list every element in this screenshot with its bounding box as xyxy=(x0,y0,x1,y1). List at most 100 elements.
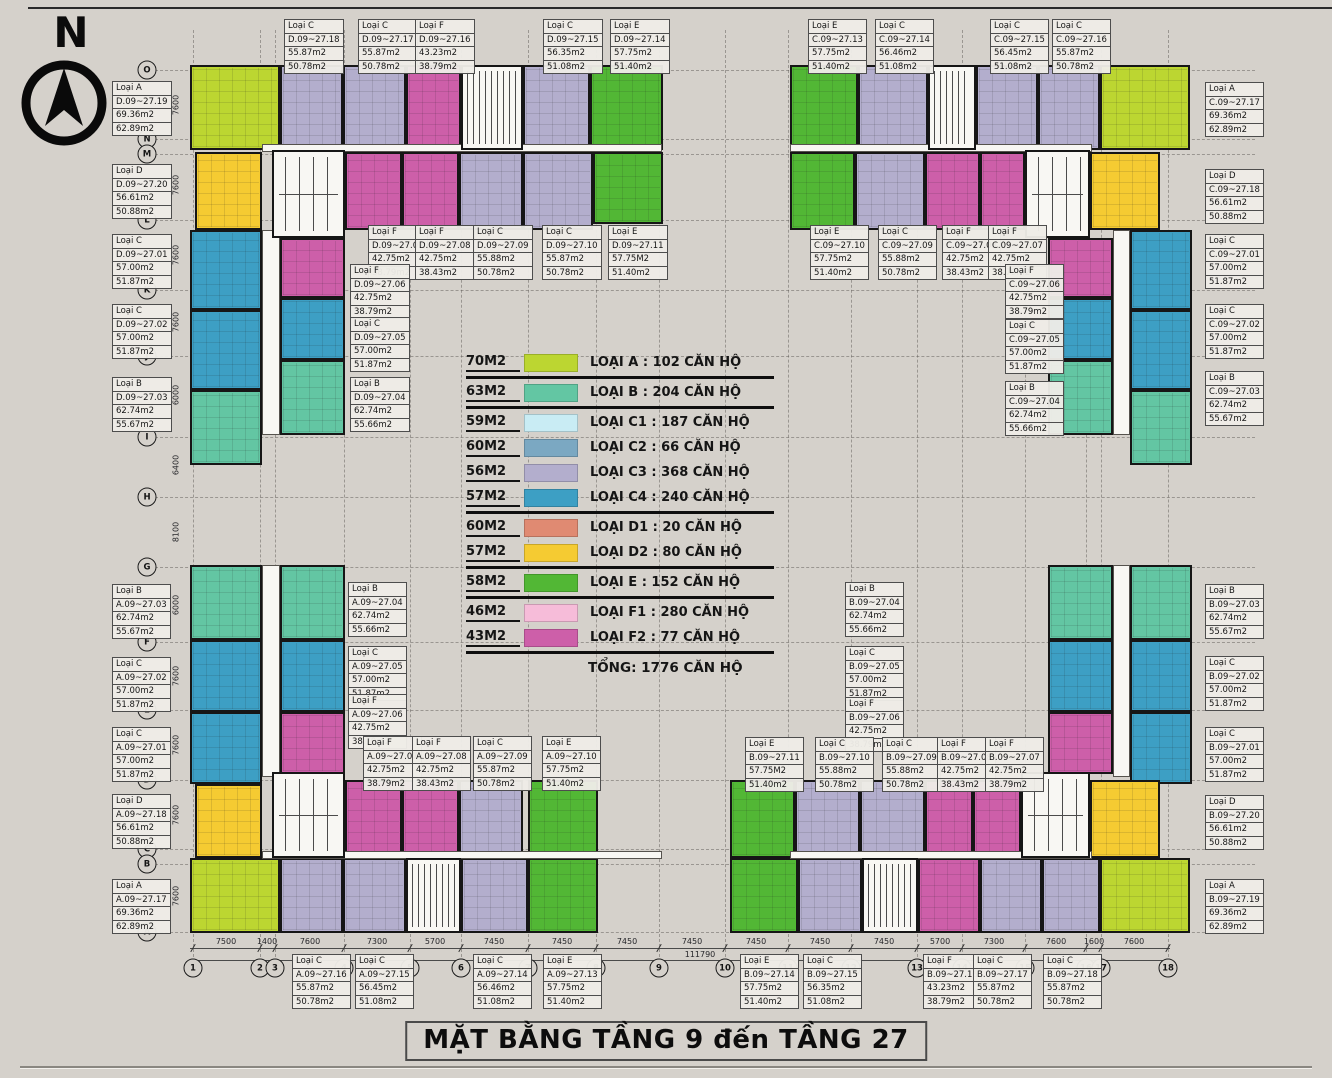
unit-label-gross-area: 69.36m2 xyxy=(1205,906,1264,921)
unit-label-type: Loại E xyxy=(543,954,602,969)
unit-label-gross-area: 42.75m2 xyxy=(348,721,407,736)
unit-label-type: Loại B xyxy=(1005,381,1064,396)
apartment-unit-type-E xyxy=(730,780,795,858)
unit-label-type: Loại C xyxy=(112,304,172,319)
unit-label-type: Loại E xyxy=(808,19,867,34)
unit-label-net-area: 51.08m2 xyxy=(473,994,532,1009)
dimension-value-vertical: 6000 xyxy=(171,594,181,616)
unit-label-type: Loại F xyxy=(415,225,475,240)
unit-label-code: D.09~27.14 xyxy=(610,32,670,47)
apartment-unit-type-C3 xyxy=(1042,858,1100,933)
unit-label: Loại C B.09~27.17 55.87m2 50.78m2 xyxy=(973,954,1032,1009)
apartment-unit-type-F2 xyxy=(980,152,1025,230)
legend-row-C4: 57M2 LOẠI C4 : 240 CĂN HỘ xyxy=(466,485,774,510)
apartment-unit-type-C4 xyxy=(1130,640,1192,712)
dimension-value-vertical: 7600 xyxy=(171,244,181,266)
unit-label-type: Loại C xyxy=(542,225,602,240)
apartment-unit-type-A xyxy=(1100,65,1190,150)
unit-label-type: Loại E xyxy=(608,225,668,240)
unit-label: Loại C B.09~27.15 56.35m2 51.08m2 xyxy=(803,954,862,1009)
unit-label-type: Loại C xyxy=(973,954,1032,969)
unit-label-net-area: 50.78m2 xyxy=(473,776,532,791)
unit-label-type: Loại D xyxy=(1205,169,1264,184)
dimension-value: 7600 xyxy=(299,937,321,946)
unit-label-gross-area: 42.75m2 xyxy=(415,252,475,267)
unit-label-net-area: 51.87m2 xyxy=(112,697,171,712)
legend-color-swatch-C1 xyxy=(524,413,578,432)
apartment-unit-type-C3 xyxy=(280,65,343,150)
unit-label: Loại C D.09~27.05 57.00m2 51.87m2 xyxy=(350,317,410,372)
unit-label-code: B.09~27.10 xyxy=(815,750,874,765)
unit-label-type: Loại F xyxy=(350,264,410,279)
unit-label-gross-area: 57.00m2 xyxy=(1205,683,1264,698)
apartment-unit-type-D2 xyxy=(1090,780,1160,858)
unit-label-type: Loại C xyxy=(1205,656,1264,671)
apartment-unit-type-D2 xyxy=(195,152,262,230)
grid-row-line xyxy=(150,710,1255,711)
apartment-unit-type-C4 xyxy=(190,310,262,390)
dimension-value: 7500 xyxy=(215,937,237,946)
unit-label-net-area: 38.79m2 xyxy=(985,777,1044,792)
unit-label-gross-area: 57.00m2 xyxy=(348,673,407,688)
unit-label-gross-area: 56.61m2 xyxy=(1205,822,1264,837)
apartment-unit-type-F2 xyxy=(973,780,1021,858)
unit-label: Loại D D.09~27.20 56.61m2 50.88m2 xyxy=(112,164,172,219)
unit-label: Loại B C.09~27.03 62.74m2 55.67m2 xyxy=(1205,371,1264,426)
grid-column-line xyxy=(193,30,194,962)
unit-label-gross-area: 56.46m2 xyxy=(875,46,934,61)
unit-label-gross-area: 57.00m2 xyxy=(845,673,904,688)
unit-label-gross-area: 57.00m2 xyxy=(112,261,172,276)
dimension-value-vertical: 7600 xyxy=(171,885,181,907)
unit-label: Loại F A.09~27.08 42.75m2 38.43m2 xyxy=(412,736,471,791)
legend-row-C3: 56M2 LOẠI C3 : 368 CĂN HỘ xyxy=(466,460,774,485)
unit-label-gross-area: 56.61m2 xyxy=(112,191,172,206)
unit-label-type: Loại C xyxy=(543,19,603,34)
legend-row-C2: 60M2 LOẠI C2 : 66 CĂN HỘ xyxy=(466,435,774,460)
elevator-core xyxy=(272,150,345,238)
unit-label-type: Loại E xyxy=(740,954,799,969)
apartment-unit-type-C3 xyxy=(459,780,523,858)
unit-label: Loại C A.09~27.14 56.46m2 51.08m2 xyxy=(473,954,532,1009)
unit-label-code: C.09~27.04 xyxy=(1005,394,1064,409)
unit-label-code: D.09~27.04 xyxy=(350,390,410,405)
dimension-line-bottom xyxy=(190,948,1170,949)
legend-area-label: 57M2 xyxy=(466,489,520,507)
grid-column-marker-6: 6 xyxy=(451,958,471,978)
unit-label-gross-area: 57.75M2 xyxy=(608,252,668,267)
legend-separator xyxy=(466,566,774,569)
unit-label: Loại C A.09~27.02 57.00m2 51.87m2 xyxy=(112,657,171,712)
unit-label: Loại E C.09~27.10 57.75m2 51.40m2 xyxy=(810,225,869,280)
legend-row-C1: 59M2 LOẠI C1 : 187 CĂN HỘ xyxy=(466,410,774,435)
unit-label-type: Loại C xyxy=(350,317,410,332)
dimension-value: 7450 xyxy=(616,937,638,946)
apartment-unit-type-C4 xyxy=(280,298,345,360)
unit-label-code: B.09~27.18 xyxy=(1043,967,1102,982)
sheet-border-top xyxy=(28,7,1332,9)
dimension-value-vertical: 6400 xyxy=(171,454,181,476)
legend-color-swatch-F2 xyxy=(524,628,578,647)
unit-label-gross-area: 57.00m2 xyxy=(112,754,171,769)
unit-label: Loại B B.09~27.04 62.74m2 55.66m2 xyxy=(845,582,904,637)
unit-label-code: B.09~27.11 xyxy=(745,750,804,765)
apartment-unit-type-B xyxy=(190,390,262,465)
unit-label-gross-area: 69.36m2 xyxy=(112,108,172,123)
dimension-value: 7450 xyxy=(809,937,831,946)
dimension-value: 7450 xyxy=(681,937,703,946)
unit-label-gross-area: 57.75m2 xyxy=(543,981,602,996)
unit-label-gross-area: 69.36m2 xyxy=(112,906,171,921)
legend-separator xyxy=(466,376,774,379)
apartment-unit-type-F2 xyxy=(925,152,980,230)
unit-label: Loại C B.09~27.02 57.00m2 51.87m2 xyxy=(1205,656,1264,711)
grid-column-marker-1: 1 xyxy=(183,958,203,978)
grid-column-marker-18: 18 xyxy=(1158,958,1178,978)
unit-label-gross-area: 55.88m2 xyxy=(882,764,941,779)
unit-label-net-area: 50.78m2 xyxy=(882,777,941,792)
legend-row-E: 58M2 LOẠI E : 152 CĂN HỘ xyxy=(466,570,774,595)
legend-separator xyxy=(466,406,774,409)
legend-type-label: LOẠI B : 204 CĂN HỘ xyxy=(590,385,742,400)
unit-label-code: B.09~27.09 xyxy=(882,750,941,765)
corridor xyxy=(262,230,280,435)
unit-label-code: B.09~27.01 xyxy=(1205,740,1264,755)
unit-label-net-area: 50.78m2 xyxy=(1052,59,1111,74)
